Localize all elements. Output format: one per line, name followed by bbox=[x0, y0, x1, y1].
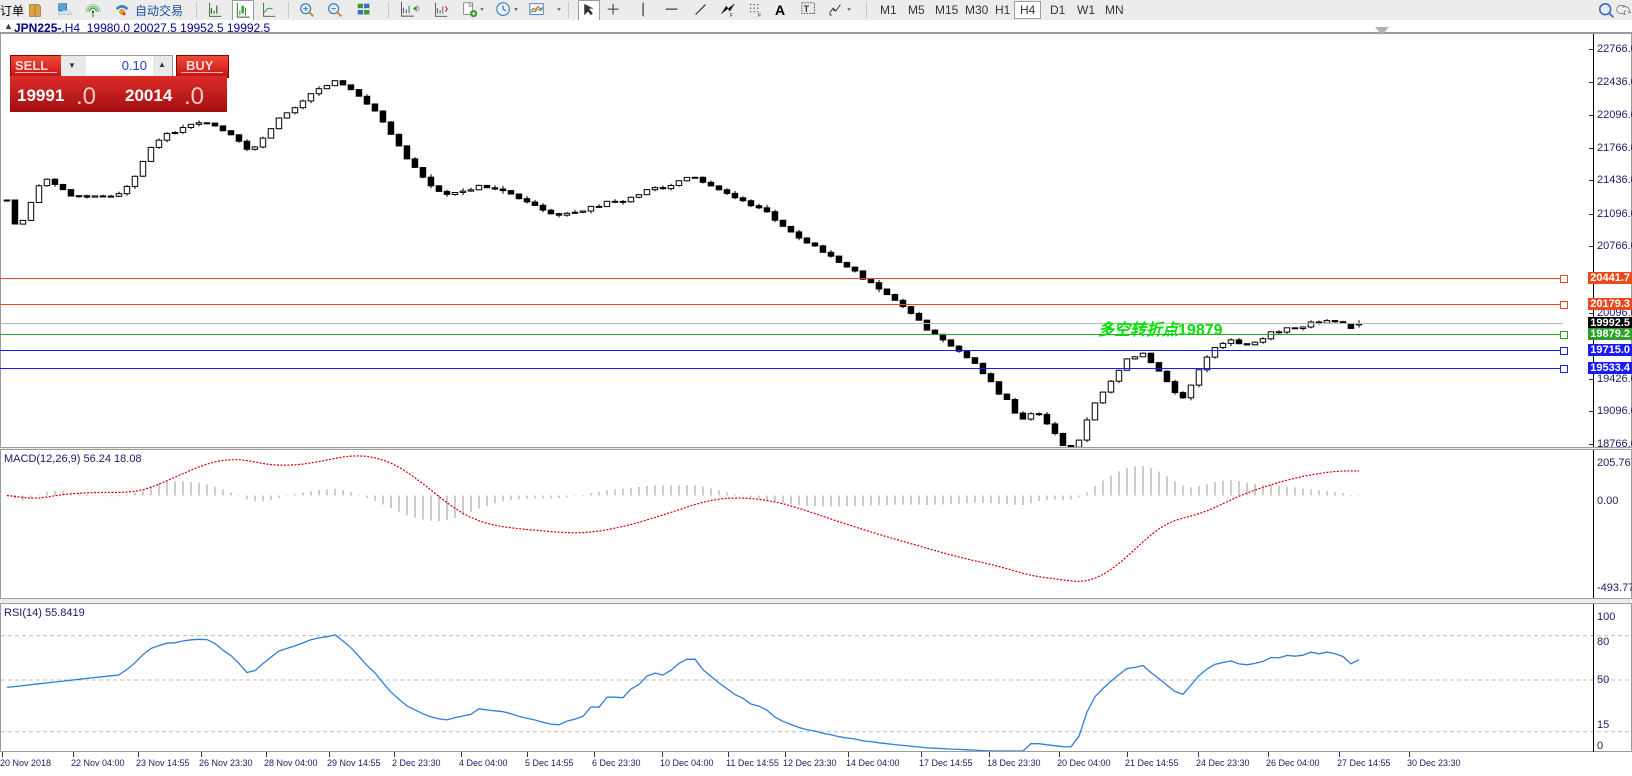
svg-text:T: T bbox=[804, 4, 810, 14]
svg-text:F: F bbox=[758, 13, 762, 19]
svg-text:F: F bbox=[730, 13, 734, 19]
